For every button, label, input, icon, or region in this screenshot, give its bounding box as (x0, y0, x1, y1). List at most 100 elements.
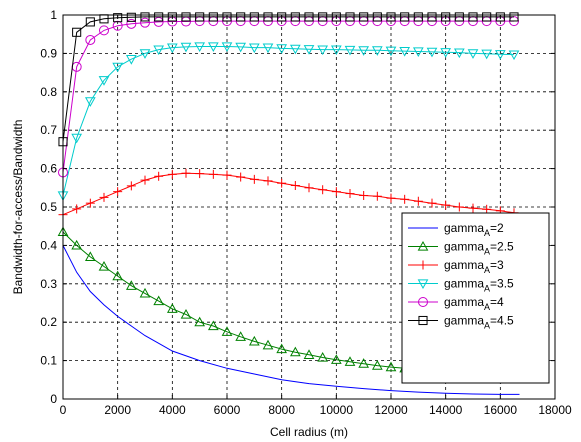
data-point (139, 287, 151, 298)
data-point (385, 46, 397, 57)
data-point (154, 12, 164, 22)
data-point (181, 168, 191, 178)
data-point (222, 170, 232, 180)
x-tick-label: 6000 (214, 403, 241, 417)
data-point (344, 356, 356, 366)
data-point (508, 50, 520, 61)
data-point (277, 178, 287, 188)
data-point (140, 17, 150, 28)
data-point (317, 351, 329, 362)
data-point (181, 12, 191, 22)
x-tick-label: 12000 (374, 403, 408, 417)
data-point (303, 349, 315, 359)
y-tick-label: 0.6 (40, 162, 57, 176)
data-point (262, 43, 274, 54)
data-point (126, 12, 136, 22)
data-point (125, 55, 137, 65)
series-line (62, 46, 515, 196)
data-point (385, 361, 397, 372)
legend-label: gammaA=3.5 (444, 277, 514, 294)
legend-label: gammaA=4.5 (444, 314, 514, 331)
data-point (317, 45, 329, 56)
y-axis-label: Bandwidth-for-access/Bandwidth (11, 120, 25, 295)
legend-item: gammaA=3 (408, 258, 504, 275)
data-point (208, 169, 218, 179)
data-point (481, 49, 493, 60)
data-point (426, 47, 438, 58)
y-tick-label: 0.8 (40, 85, 57, 99)
data-point (140, 175, 150, 185)
data-point (99, 25, 109, 36)
x-axis-label: Cell radius (m) (270, 425, 348, 439)
data-point (482, 12, 492, 22)
data-point (167, 169, 177, 179)
series-1 (62, 245, 520, 395)
x-tick-label: 2000 (104, 403, 131, 417)
data-point (371, 360, 383, 370)
x-tick-label: 18000 (538, 403, 572, 417)
data-point (263, 176, 273, 186)
data-point (468, 203, 478, 213)
data-point (453, 48, 465, 59)
data-point (235, 331, 247, 341)
legend: gammaA=2gammaA=2.5gammaA=3gammaA=3.5gamm… (401, 212, 550, 384)
data-point (139, 49, 151, 59)
data-point (359, 12, 369, 22)
series-layer (57, 12, 520, 395)
y-tick-label: 0.5 (40, 200, 57, 214)
data-point (372, 12, 382, 22)
legend-swatch-marker (418, 315, 428, 326)
data-point (276, 44, 288, 54)
legend-item: gammaA=4.5 (408, 314, 514, 331)
legend-swatch-marker (417, 240, 429, 251)
data-point (208, 12, 218, 22)
data-point (359, 190, 369, 200)
legend-swatch-marker (418, 260, 428, 270)
data-point (399, 46, 411, 57)
data-point (358, 46, 370, 56)
data-point (454, 202, 464, 212)
data-point (290, 12, 300, 22)
series-4 (57, 42, 520, 202)
series-line (62, 172, 515, 216)
data-point (207, 42, 219, 53)
legend-label: gammaA=4 (444, 295, 504, 312)
data-point (167, 12, 177, 22)
data-point (412, 47, 424, 58)
data-point (441, 200, 451, 210)
data-point (113, 187, 123, 197)
x-tick-label: 4000 (159, 403, 186, 417)
legend-item: gammaA=4 (408, 295, 504, 312)
data-point (84, 251, 96, 262)
y-tick-label: 1 (50, 8, 57, 22)
data-point (290, 180, 300, 190)
data-point (400, 194, 410, 204)
data-point (140, 12, 150, 22)
data-point (85, 198, 95, 208)
series-3 (58, 168, 519, 220)
legend-swatch-marker (418, 297, 428, 307)
data-point (277, 12, 287, 22)
data-point (276, 343, 288, 354)
data-point (99, 192, 109, 202)
data-point (71, 239, 83, 250)
data-point (153, 295, 165, 306)
data-point (235, 42, 247, 53)
x-tick-label: 0 (60, 403, 67, 417)
legend-swatch-marker (417, 279, 429, 290)
data-point (166, 303, 178, 313)
data-point (249, 174, 259, 184)
data-point (344, 45, 356, 56)
legend-label: gammaA=3 (444, 258, 504, 275)
series-line (62, 245, 520, 395)
data-point (358, 358, 370, 368)
y-tick-label: 0.3 (40, 277, 57, 291)
data-point (222, 12, 232, 22)
data-point (153, 16, 164, 27)
data-point (98, 76, 110, 86)
data-point (166, 43, 178, 54)
data-point (112, 270, 124, 281)
data-point (263, 12, 273, 22)
data-point (331, 187, 341, 197)
